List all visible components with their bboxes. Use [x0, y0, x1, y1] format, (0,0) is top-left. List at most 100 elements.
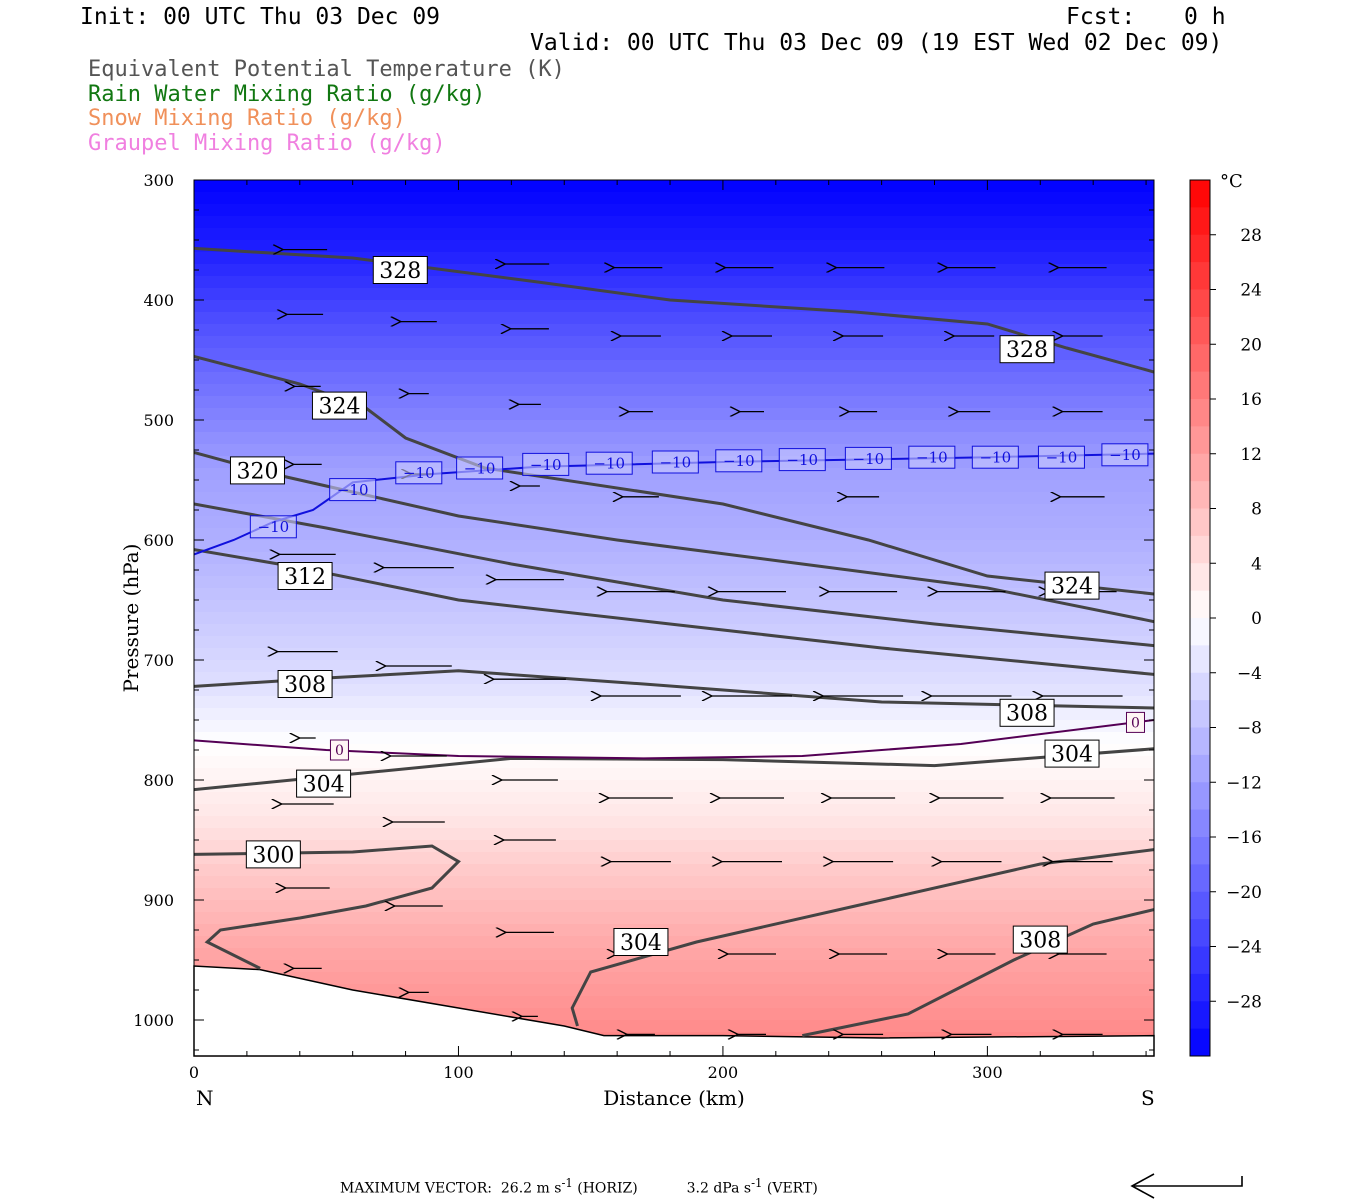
theta-e-label: 320 — [236, 459, 278, 484]
temperature-band — [194, 804, 1154, 817]
colorbar-band — [1190, 618, 1210, 646]
colorbar-band — [1190, 809, 1210, 838]
colorbar-tick-label: −28 — [1226, 992, 1262, 1012]
colorbar-band — [1190, 700, 1210, 728]
temperature-band — [194, 792, 1154, 805]
colorbar-tick-label: 8 — [1251, 500, 1262, 520]
colorbar-band — [1190, 453, 1210, 482]
isotherm-minus10-label-box — [456, 456, 504, 480]
temperature-field — [194, 180, 1154, 1057]
x-tick-label: 200 — [708, 1063, 739, 1082]
temperature-band — [194, 360, 1154, 373]
temperature-band — [194, 552, 1154, 565]
y-tick-label: 800 — [143, 771, 174, 790]
temperature-band — [194, 852, 1154, 865]
isotherm-minus10-label-box — [715, 449, 763, 473]
x-axis-label: Distance (km) — [603, 1086, 745, 1110]
isotherm-zero-label-box — [1125, 711, 1145, 733]
colorbar-tick-label: −4 — [1237, 664, 1262, 684]
theta-e-label: 304 — [620, 931, 662, 956]
isotherm-minus10-label-box — [971, 445, 1019, 469]
isotherm-minus10-label-box — [778, 448, 826, 472]
colorbar-tick-label: −20 — [1226, 883, 1262, 903]
theta-e-contour — [570, 848, 1154, 1027]
isotherm-minus10-label: −10 — [403, 464, 435, 482]
wind-vectors — [278, 250, 1123, 1035]
y-tick-label: 400 — [143, 291, 174, 310]
isotherm-minus10-label-box — [249, 515, 297, 539]
theta-e-contour — [194, 844, 461, 970]
x-tick-label: 300 — [972, 1063, 1003, 1082]
isotherm-minus10-label: −10 — [979, 449, 1011, 467]
temperature-band — [194, 432, 1154, 445]
theta-e-label-box — [245, 840, 301, 869]
temperature-band — [194, 288, 1154, 301]
colorbar-band — [1190, 399, 1210, 427]
x-tick-label: 0 — [189, 1063, 199, 1082]
temperature-band — [194, 624, 1154, 637]
colorbar-tick-label: −16 — [1226, 828, 1262, 848]
y-tick-label: 700 — [143, 651, 174, 670]
isotherm-zero-label: 0 — [1131, 715, 1140, 731]
colorbar-band — [1190, 672, 1210, 701]
legend-graupel: Graupel Mixing Ratio (g/kg) — [88, 131, 446, 156]
theta-e-label-box — [372, 256, 428, 284]
theta-e-label-box — [1044, 571, 1100, 600]
colorbar-band — [1190, 645, 1210, 674]
theta-e-label-box — [999, 698, 1055, 727]
temperature-band — [194, 696, 1154, 709]
isotherm-minus10-label: −10 — [1046, 449, 1078, 467]
theta-e-label: 308 — [1019, 929, 1061, 954]
theta-e-label-box — [296, 769, 352, 798]
isotherm-minus10-label: −10 — [723, 452, 755, 470]
colorbar-band — [1190, 864, 1210, 893]
isotherm-minus10-label: −10 — [258, 518, 290, 536]
temperature-band — [194, 972, 1154, 985]
temperature-band — [194, 648, 1154, 661]
theta-e-label: 324 — [318, 395, 360, 420]
isotherm-zero — [194, 719, 1154, 760]
colorbar-band — [1190, 782, 1210, 811]
isotherm-minus10-label-box — [844, 446, 892, 470]
isotherm-minus10-label-box — [651, 450, 699, 474]
theta-e-label-box — [999, 335, 1055, 364]
colorbar-tick-label: −12 — [1226, 773, 1262, 793]
temperature-band — [194, 408, 1154, 421]
forecast-label: Fcst: — [1066, 4, 1136, 30]
colorbar-tick-label: −8 — [1237, 719, 1262, 739]
y-tick-label: 500 — [143, 411, 174, 430]
temperature-band — [194, 936, 1154, 949]
colorbar-band — [1190, 508, 1210, 537]
temperature-band — [194, 612, 1154, 625]
isotherm-minus10-label: −10 — [530, 456, 562, 474]
axes: 300 400 500 600 700 800 900 1000 0 100 200 300 — [133, 171, 1154, 1082]
temperature-band — [194, 324, 1154, 337]
colorbar-band — [1190, 973, 1210, 1002]
temperature-band — [194, 636, 1154, 649]
temperature-band — [194, 348, 1154, 361]
colorbar-tick-label: 16 — [1240, 390, 1262, 410]
colorbar-tick-label: 12 — [1240, 445, 1262, 465]
isotherm-minus10-label-box — [1101, 443, 1149, 467]
colorbar-band — [1190, 207, 1210, 236]
temperature-band — [194, 900, 1154, 913]
temperature-band — [194, 960, 1154, 973]
theta-e-label: 304 — [303, 773, 345, 798]
temperature-band — [194, 840, 1154, 853]
temperature-band — [194, 780, 1154, 793]
temperature-band — [194, 672, 1154, 685]
isotherm-minus10-label: −10 — [659, 453, 691, 471]
theta-e-label-box — [613, 928, 669, 956]
colorbar-band — [1190, 371, 1210, 400]
y-tick-label: 1000 — [133, 1011, 174, 1030]
colorbar-band — [1190, 316, 1210, 345]
temperature-band — [194, 192, 1154, 205]
isotherm-minus10-label-box — [585, 451, 633, 475]
isotherm-minus10-label: −10 — [853, 450, 885, 468]
isotherm-minus10-label: −10 — [1109, 446, 1141, 464]
temperature-band — [194, 660, 1154, 673]
temperature-band — [194, 300, 1154, 313]
theta-e-contour — [194, 502, 1154, 648]
colorbar-unit: °C — [1220, 171, 1243, 192]
